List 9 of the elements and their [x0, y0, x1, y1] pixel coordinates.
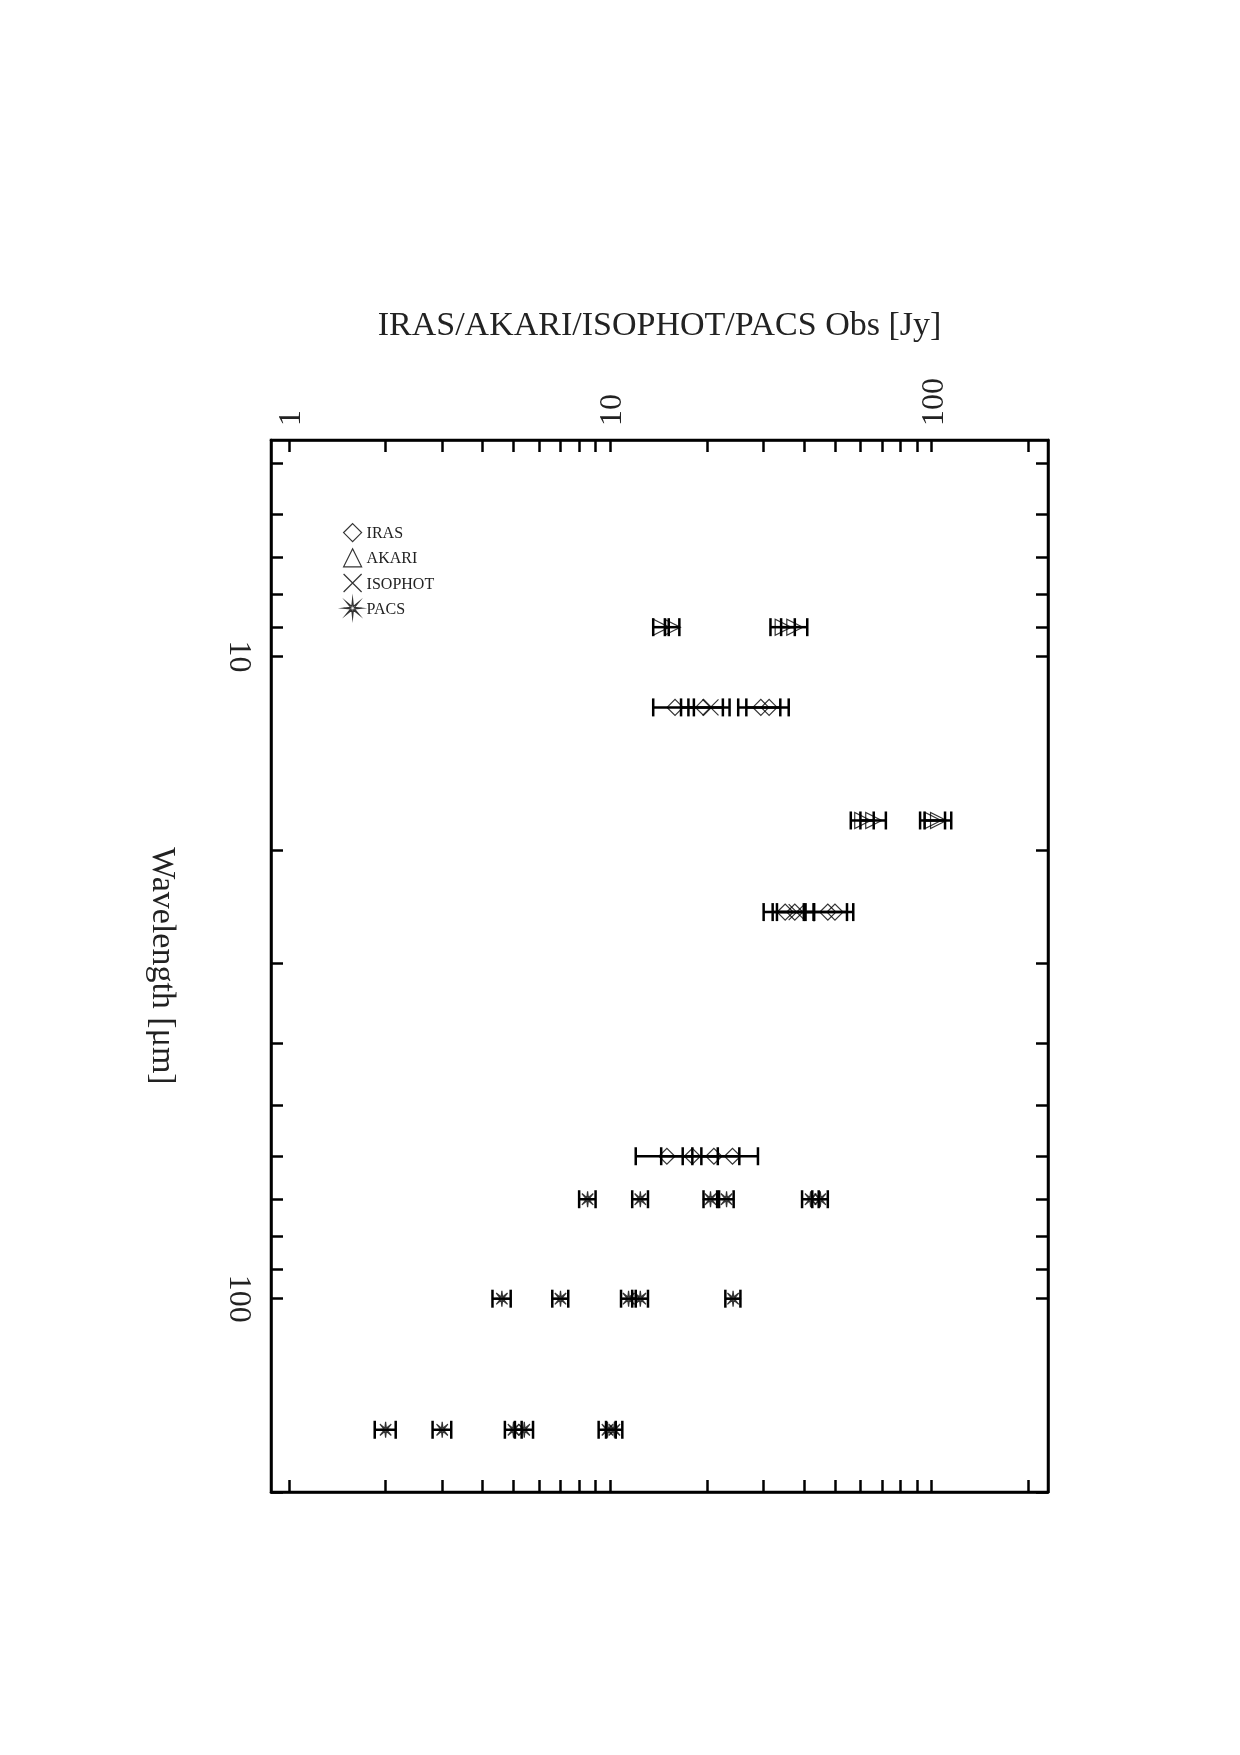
legend-label: ISOPHOT	[366, 574, 435, 592]
y-axis-title: Wavelength [μm]	[145, 847, 183, 1085]
legend-label: IRAS	[366, 524, 404, 542]
legend-label: PACS	[366, 599, 406, 617]
x-tick-label: 1	[270, 410, 307, 426]
x-tick-label: 100	[913, 378, 950, 426]
x-tick-label: 10	[592, 394, 629, 426]
legend-label: AKARI	[366, 549, 418, 567]
x-axis-title: IRAS/AKARI/ISOPHOT/PACS Obs [Jy]	[377, 304, 942, 342]
